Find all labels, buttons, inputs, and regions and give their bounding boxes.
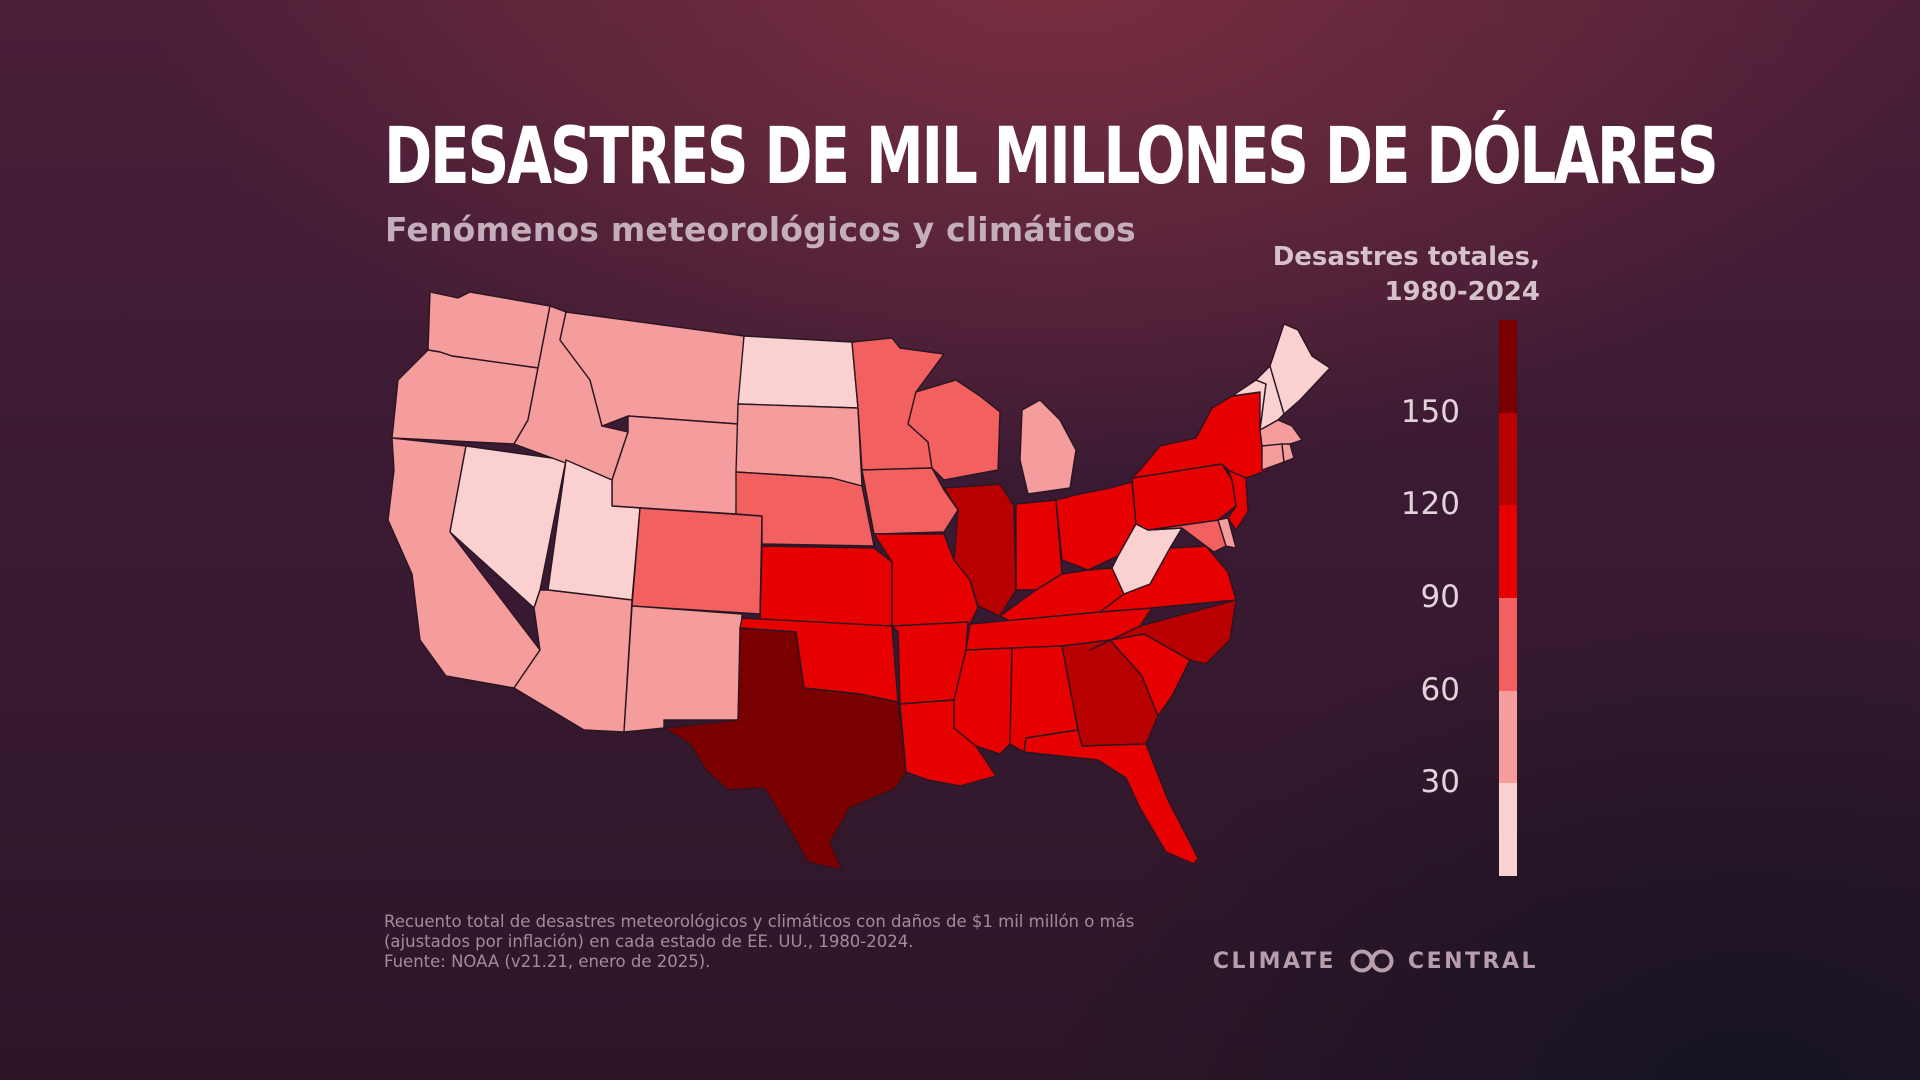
state-ct bbox=[1261, 443, 1285, 471]
page-title: DESASTRES DE MIL MILLONES DE DÓLARES bbox=[384, 112, 1719, 202]
page-subtitle: Fenómenos meteorológicos y climáticos bbox=[385, 210, 1136, 249]
state-tx bbox=[663, 627, 907, 871]
state-fl bbox=[1023, 729, 1199, 865]
state-nc bbox=[1089, 599, 1237, 665]
legend-swatch-60-90 bbox=[1499, 598, 1517, 691]
legend-swatch-30-60 bbox=[1499, 690, 1517, 784]
legend-tick-120: 120 bbox=[1400, 486, 1460, 522]
legend-swatch-120-150 bbox=[1499, 412, 1517, 506]
legend-swatch-150-plus bbox=[1499, 320, 1517, 413]
state-ri bbox=[1281, 443, 1295, 463]
state-ne bbox=[735, 471, 875, 547]
state-nm bbox=[623, 605, 743, 733]
climate-central-logo: CLIMATE CENTRAL bbox=[1213, 948, 1538, 974]
us-choropleth-map bbox=[380, 285, 1340, 885]
legend-tick-60: 60 bbox=[1420, 672, 1460, 708]
footnote: Recuento total de desastres meteorológic… bbox=[384, 912, 1134, 972]
infinity-loop-logo-icon bbox=[1350, 949, 1394, 973]
state-ks bbox=[759, 545, 893, 627]
brand-word-right: CENTRAL bbox=[1407, 948, 1538, 974]
state-wi bbox=[907, 379, 1001, 481]
state-ny bbox=[1131, 391, 1269, 479]
state-az bbox=[513, 589, 633, 733]
state-mo bbox=[873, 533, 979, 627]
state-in bbox=[1015, 499, 1063, 591]
state-nd bbox=[737, 335, 859, 409]
footnote-line2: (ajustados por inflación) en cada estado… bbox=[384, 932, 914, 951]
legend-swatch-90-120 bbox=[1499, 505, 1517, 599]
legend-tick-90: 90 bbox=[1420, 579, 1460, 615]
state-wy bbox=[611, 415, 739, 515]
legend-title-line2: 1980-2024 bbox=[1384, 277, 1540, 307]
state-nj bbox=[1227, 469, 1249, 531]
footnote-source: Fuente: NOAA (v21.21, enero de 2025). bbox=[384, 952, 711, 971]
state-il bbox=[943, 483, 1017, 617]
footnote-line1: Recuento total de desastres meteorológic… bbox=[384, 912, 1135, 931]
legend-title: Desastres totales, 1980-2024 bbox=[1273, 240, 1540, 310]
state-me bbox=[1269, 323, 1331, 415]
state-co bbox=[631, 507, 763, 615]
state-de bbox=[1217, 517, 1237, 549]
legend-swatch-0-30 bbox=[1499, 783, 1517, 877]
legend-tick-150: 150 bbox=[1400, 394, 1460, 430]
legend-tick-30: 30 bbox=[1420, 764, 1460, 800]
legend-title-line1: Desastres totales, bbox=[1272, 242, 1540, 272]
state-pa bbox=[1131, 463, 1237, 531]
us-map-svg bbox=[387, 291, 1331, 871]
state-mi bbox=[1019, 399, 1077, 495]
brand-word-left: CLIMATE bbox=[1212, 948, 1336, 974]
legend-color-scale bbox=[1499, 320, 1517, 877]
